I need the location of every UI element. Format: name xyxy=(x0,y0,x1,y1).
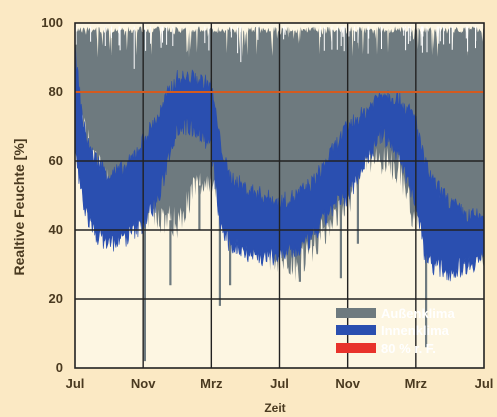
x-axis-label: Zeit xyxy=(264,401,285,415)
y-tick-label: 80 xyxy=(49,84,63,99)
x-tick-label: Jul xyxy=(66,376,85,391)
y-tick-label: 100 xyxy=(41,15,63,30)
legend-label-innenklima: Innenklima xyxy=(381,323,450,338)
grid-layer xyxy=(75,23,484,368)
y-tick-label: 60 xyxy=(49,153,63,168)
legend-label-80rf: 80 % r. F. xyxy=(381,341,436,356)
plot-frame xyxy=(74,22,485,369)
legend: Außenklima Innenklima 80 % r. F. xyxy=(336,306,455,356)
legend-swatch-80rf xyxy=(336,343,376,353)
x-tick-label: Jul xyxy=(270,376,289,391)
y-axis-label: Realtive Feuchte [%] xyxy=(11,139,27,276)
x-tick-label: Nov xyxy=(131,376,156,391)
x-tick-label: Jul xyxy=(475,376,494,391)
legend-swatch-aussenklima xyxy=(336,308,376,318)
x-tick-label: Mrz xyxy=(405,376,428,391)
y-tick-label: 40 xyxy=(49,222,63,237)
y-tick-label: 20 xyxy=(49,291,63,306)
x-tick-label: Nov xyxy=(335,376,360,391)
axis-layer: 0 20 40 60 80 100 Jul Nov Mrz Jul Nov Mrz Jul xyxy=(41,15,493,391)
y-tick-label: 0 xyxy=(56,360,63,375)
legend-swatch-innenklima xyxy=(336,325,376,335)
legend-label-aussenklima: Außenklima xyxy=(381,306,455,321)
x-tick-label: Mrz xyxy=(200,376,223,391)
